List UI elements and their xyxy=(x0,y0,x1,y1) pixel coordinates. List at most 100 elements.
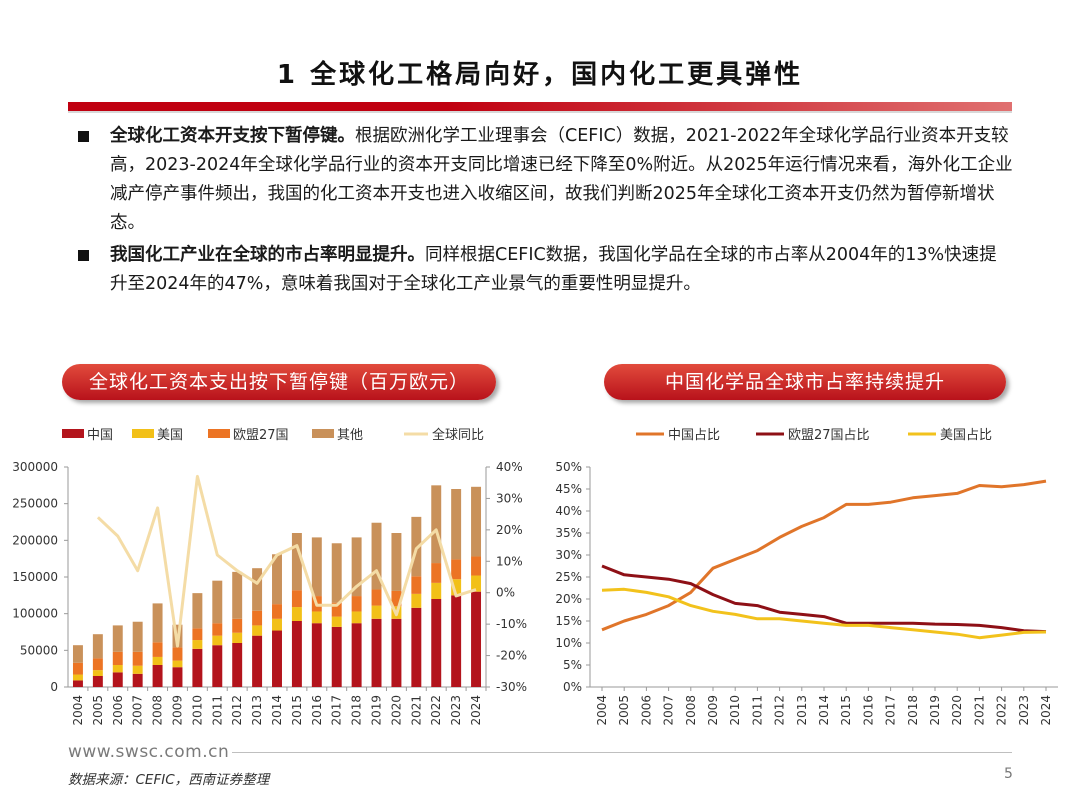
footer-divider xyxy=(232,752,1012,753)
bullet-square-icon xyxy=(78,131,89,142)
bar-segment-美国 xyxy=(92,670,103,676)
bar-segment-中国 xyxy=(72,680,83,687)
bar-segment-中国 xyxy=(311,623,322,687)
legend-label: 中国 xyxy=(87,428,113,443)
bar-segment-美国 xyxy=(232,632,243,643)
bar-segment-其他 xyxy=(92,634,103,659)
series-line-美国占比 xyxy=(601,587,1047,640)
bar-segment-中国 xyxy=(132,673,143,687)
bar-segment-欧盟27国 xyxy=(152,642,163,657)
bullet-square-icon xyxy=(78,250,89,261)
bullet-item-market-share: 我国化工产业在全球的市占率明显提升。同样根据CEFIC数据，我国化学品在全球的市… xyxy=(78,241,1013,299)
x-tick-label: 2014 xyxy=(817,695,831,726)
x-tick-label: 2022 xyxy=(429,695,443,726)
bar-segment-其他 xyxy=(431,485,442,564)
x-tick-label: 2009 xyxy=(170,695,184,726)
x-tick-label: 2024 xyxy=(469,695,483,726)
x-tick-label: 2016 xyxy=(310,695,324,726)
bar-segment-中国 xyxy=(252,635,263,687)
y-tick-label: 100000 xyxy=(12,607,58,621)
bar-segment-欧盟27国 xyxy=(132,651,143,666)
x-tick-label: 2012 xyxy=(773,695,787,726)
bar-segment-中国 xyxy=(212,645,223,687)
x-tick-label: 2011 xyxy=(750,695,764,726)
bar-segment-其他 xyxy=(212,580,223,624)
bar-segment-欧盟27国 xyxy=(471,556,482,576)
y-tick-label: 20% xyxy=(555,592,582,606)
bar-segment-美国 xyxy=(212,635,223,646)
y2-tick-label: -30% xyxy=(496,680,527,694)
share-chart-title: 中国化学品全球市占率持续提升 xyxy=(604,364,1006,400)
bar-segment-欧盟27国 xyxy=(291,590,302,608)
bar-segment-其他 xyxy=(331,543,342,603)
legend-swatch xyxy=(208,429,230,438)
x-tick-label: 2006 xyxy=(111,695,125,726)
bar-segment-中国 xyxy=(471,591,482,687)
x-tick-label: 2013 xyxy=(795,695,809,726)
bar-segment-美国 xyxy=(371,605,382,619)
bar-segment-美国 xyxy=(112,665,123,673)
bar-segment-其他 xyxy=(291,533,302,591)
x-tick-label: 2009 xyxy=(706,695,720,726)
y-tick-label: 300000 xyxy=(12,460,58,474)
bar-segment-欧盟27国 xyxy=(371,589,382,606)
x-tick-label: 2020 xyxy=(389,695,403,726)
x-tick-label: 2017 xyxy=(330,695,344,726)
y-tick-label: 0 xyxy=(50,680,58,694)
bar-segment-美国 xyxy=(132,665,143,674)
bar-segment-欧盟27国 xyxy=(72,662,83,675)
bar-segment-欧盟27国 xyxy=(112,651,123,665)
bar-segment-欧盟27国 xyxy=(391,590,402,607)
bullet-heading: 我国化工产业在全球的市占率明显提升。 xyxy=(110,245,425,265)
x-tick-label: 2010 xyxy=(728,695,742,726)
capex-chart-title: 全球化工资本支出按下暂停键（百万欧元） xyxy=(62,364,496,400)
bar-segment-美国 xyxy=(351,611,362,624)
bar-segment-欧盟27国 xyxy=(252,610,263,626)
y-tick-label: 10% xyxy=(555,636,582,650)
bar-segment-中国 xyxy=(112,672,123,687)
x-tick-label: 2019 xyxy=(370,695,384,726)
bar-segment-欧盟27国 xyxy=(192,628,203,641)
x-tick-label: 2004 xyxy=(71,695,85,726)
bar-segment-其他 xyxy=(351,537,362,597)
bar-segment-中国 xyxy=(92,676,103,687)
series-line-欧盟27国占比 xyxy=(601,564,1047,634)
bar-segment-中国 xyxy=(371,618,382,687)
bullet-body: 根据欧洲化学工业理事会（CEFIC）数据，2021-2022年全球化学品行业资本… xyxy=(110,126,1013,233)
bar-segment-其他 xyxy=(192,593,203,629)
bar-segment-美国 xyxy=(291,607,302,621)
x-tick-label: 2018 xyxy=(906,695,920,726)
bullet-body: 同样根据CEFIC数据，我国化学品在全球的市占率从2004年的13%快速提升至2… xyxy=(110,245,997,294)
bar-segment-其他 xyxy=(391,533,402,591)
bar-segment-其他 xyxy=(112,625,123,652)
x-tick-label: 2021 xyxy=(409,695,423,726)
legend-label: 欧盟27国占比 xyxy=(788,428,870,443)
series-line-中国占比 xyxy=(601,479,1047,632)
x-tick-label: 2007 xyxy=(662,695,676,726)
market-share-chart: 中国占比 欧盟27国占比 美国占比 50% 45% 40% 35% 30% 25% 20% 15% 1… xyxy=(555,428,1058,726)
bar-segment-美国 xyxy=(331,616,342,627)
bar-segment-其他 xyxy=(371,522,382,590)
bar-segment-中国 xyxy=(192,648,203,687)
x-tick-label: 2006 xyxy=(639,695,653,726)
y-tick-label: 50% xyxy=(555,460,582,474)
bar-segment-中国 xyxy=(411,607,422,687)
bar-segment-美国 xyxy=(192,640,203,649)
y-tick-label: 30% xyxy=(555,548,582,562)
bar-segment-欧盟27国 xyxy=(172,647,183,661)
data-source-note: 数据来源：CEFIC，西南证券整理 xyxy=(68,772,270,788)
bar-segment-中国 xyxy=(431,599,442,687)
bar-segment-中国 xyxy=(391,618,402,687)
bar-segment-美国 xyxy=(411,593,422,608)
bar-segment-欧盟27国 xyxy=(331,602,342,617)
bar-segment-美国 xyxy=(311,611,322,624)
yoy-line xyxy=(96,474,477,648)
y2-tick-label: -10% xyxy=(496,617,527,631)
legend-label: 其他 xyxy=(337,428,363,443)
y-tick-label: 50000 xyxy=(20,643,58,657)
x-tick-label: 2012 xyxy=(230,695,244,726)
x-tick-label: 2021 xyxy=(972,695,986,726)
bar-segment-其他 xyxy=(72,645,83,663)
x-tick-label: 2023 xyxy=(449,695,463,726)
bar-segment-欧盟27国 xyxy=(92,658,103,671)
